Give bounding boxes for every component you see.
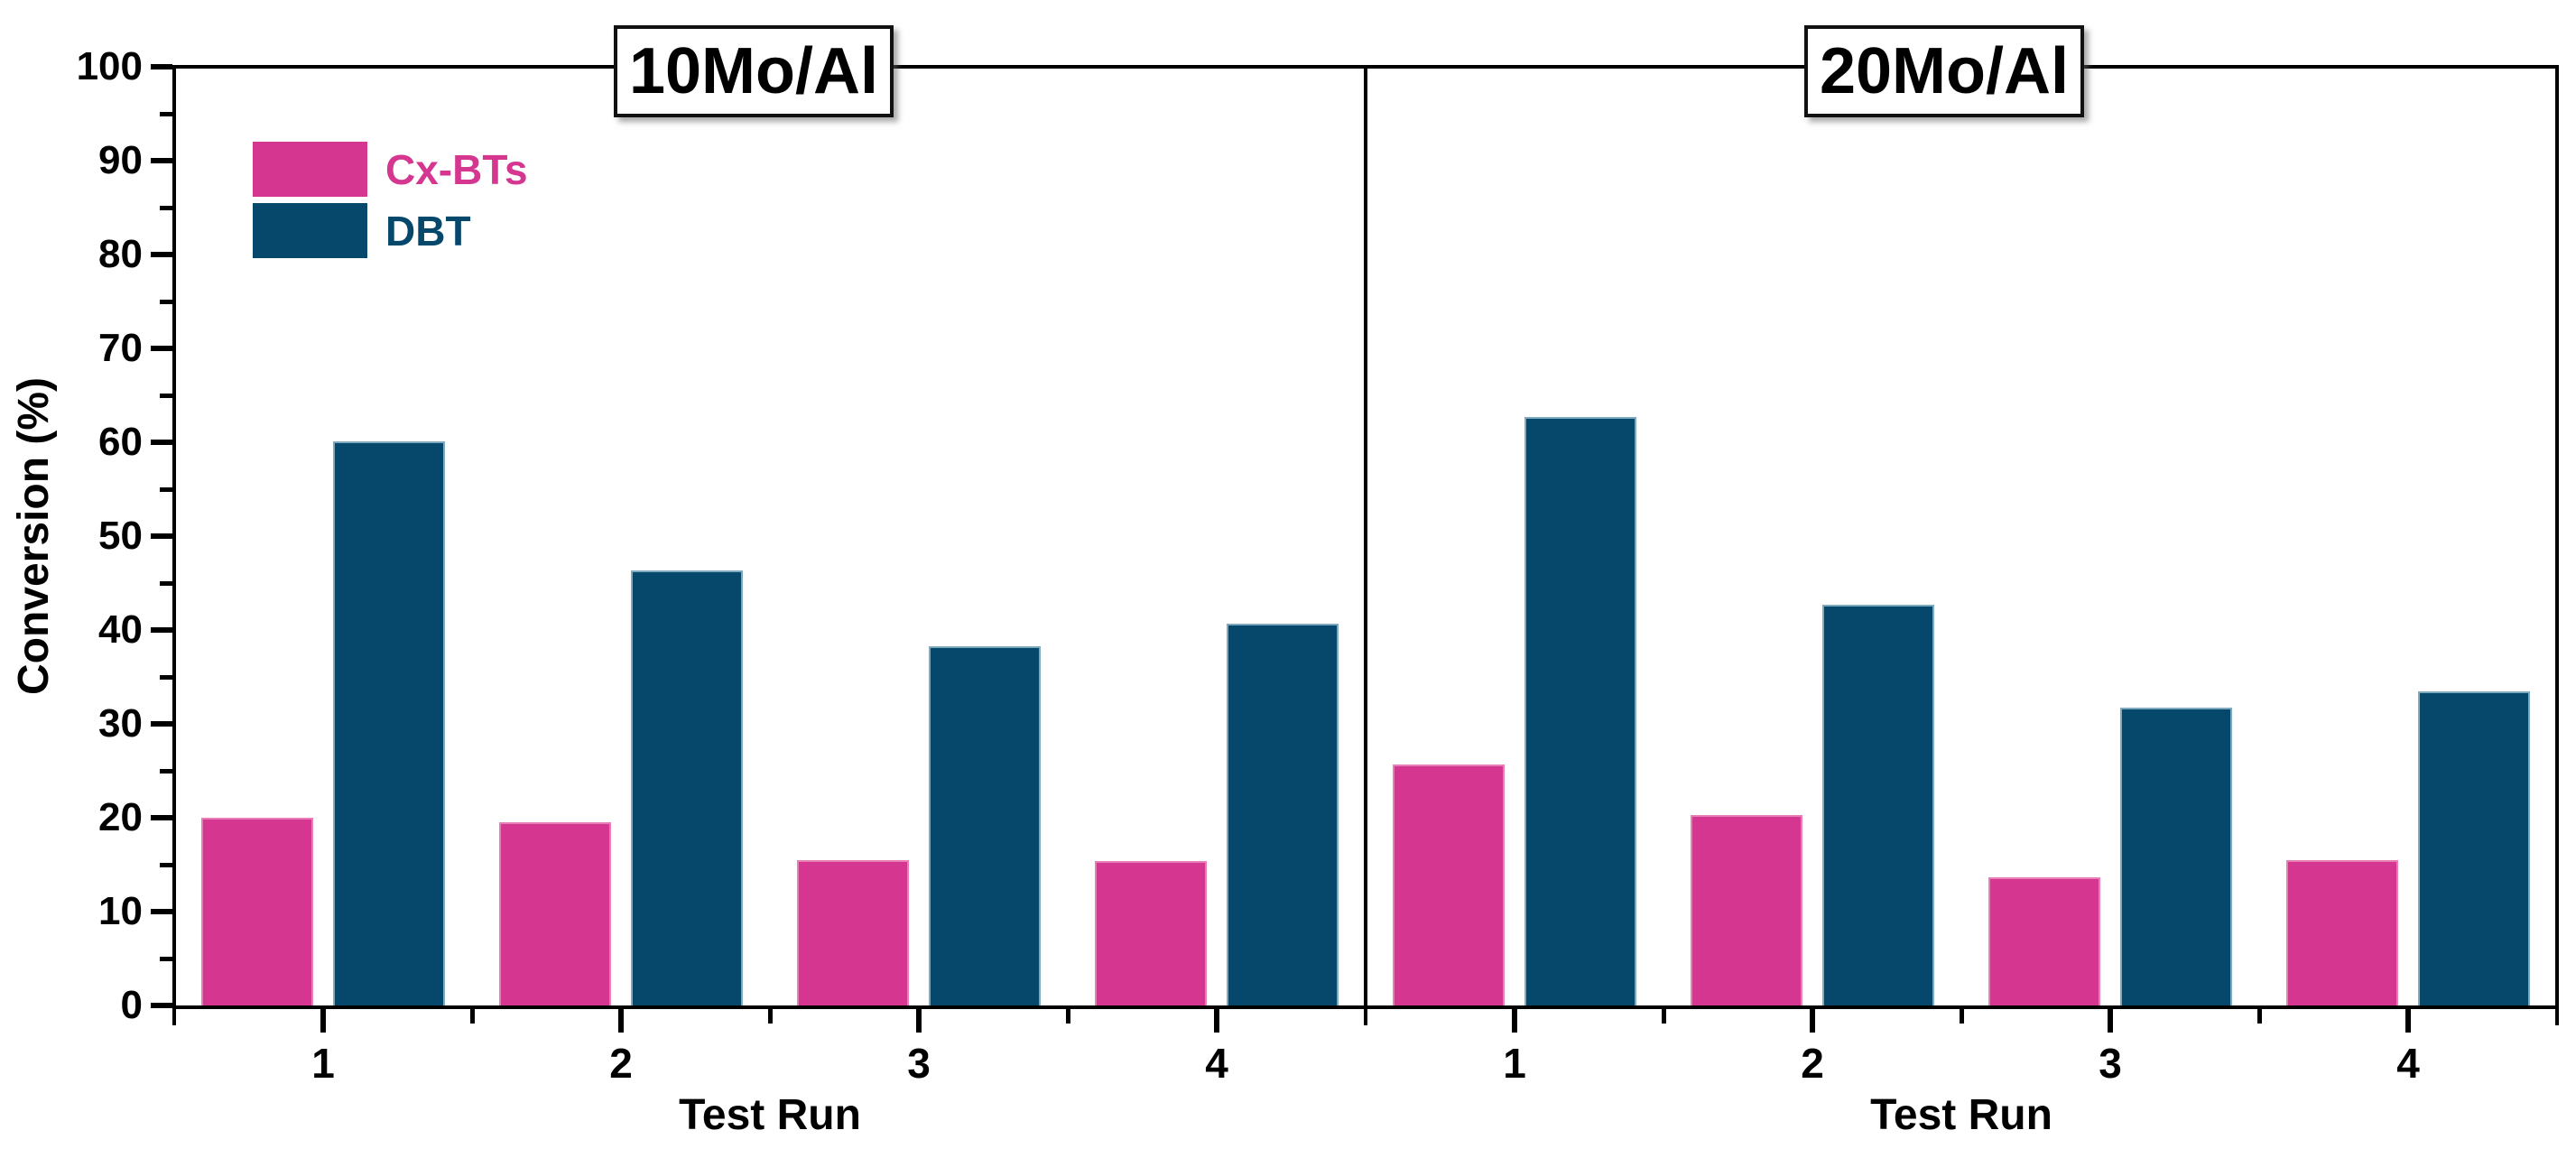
legend-swatch-dbt bbox=[253, 203, 367, 258]
y-major-tick bbox=[151, 1003, 172, 1008]
x-axis-title-panel1: Test Run bbox=[679, 1091, 861, 1139]
bar-cxbts-panel2-run2 bbox=[1691, 815, 1802, 1005]
bar-cxbts-panel1-run2 bbox=[499, 822, 611, 1005]
x-tick-label: 2 bbox=[609, 1040, 633, 1087]
bar-cxbts-panel1-run4 bbox=[1095, 861, 1207, 1005]
panel-title-20moal: 20Mo/Al bbox=[1804, 25, 2084, 117]
y-tick-label: 80 bbox=[98, 232, 143, 276]
x-tick-label: 2 bbox=[1801, 1040, 1824, 1087]
legend-swatch-cxbts bbox=[253, 142, 367, 197]
panel-title-text: 10Mo/Al bbox=[628, 35, 879, 107]
panel-title-text: 20Mo/Al bbox=[1819, 35, 2070, 107]
bar-dbt-panel2-run4 bbox=[2418, 691, 2530, 1005]
y-axis-title: Conversion (%) bbox=[10, 376, 58, 696]
panel-divider bbox=[1364, 65, 1367, 1009]
x-major-tick bbox=[1214, 1009, 1219, 1033]
x-tick-label: 4 bbox=[2396, 1040, 2420, 1087]
x-tick-label: 3 bbox=[907, 1040, 931, 1087]
y-minor-tick bbox=[160, 300, 172, 304]
x-minor-tick bbox=[1662, 1009, 1666, 1024]
y-tick-label: 60 bbox=[98, 420, 143, 464]
x-major-tick bbox=[320, 1009, 326, 1033]
bar-dbt-panel2-run1 bbox=[1524, 417, 1636, 1005]
x-axis-title-panel2: Test Run bbox=[1870, 1091, 2052, 1139]
bar-dbt-panel1-run2 bbox=[631, 570, 743, 1005]
panel-title-10moal: 10Mo/Al bbox=[614, 25, 894, 117]
x-minor-tick bbox=[470, 1009, 475, 1024]
y-major-tick bbox=[151, 252, 172, 257]
y-minor-tick bbox=[160, 957, 172, 961]
x-tick-label: 4 bbox=[1205, 1040, 1228, 1087]
y-tick-label: 100 bbox=[76, 44, 143, 88]
y-tick-label: 40 bbox=[98, 607, 143, 652]
y-major-tick bbox=[151, 909, 172, 914]
y-tick-label: 10 bbox=[98, 889, 143, 933]
x-edge-tick bbox=[172, 1009, 176, 1025]
x-tick-label: 3 bbox=[2099, 1040, 2122, 1087]
y-minor-tick bbox=[160, 394, 172, 398]
y-axis-spine bbox=[172, 65, 176, 1009]
y-minor-tick bbox=[160, 581, 172, 586]
x-tick-label: 1 bbox=[1503, 1040, 1526, 1087]
bar-cxbts-panel1-run1 bbox=[201, 818, 313, 1005]
x-minor-tick bbox=[2257, 1009, 2262, 1024]
bar-dbt-panel2-run2 bbox=[1822, 605, 1934, 1005]
bar-dbt-panel1-run3 bbox=[929, 646, 1041, 1005]
y-tick-label: 30 bbox=[98, 701, 143, 746]
y-minor-tick bbox=[160, 112, 172, 116]
y-major-tick bbox=[151, 346, 172, 351]
bar-cxbts-panel2-run1 bbox=[1393, 764, 1505, 1005]
x-major-tick bbox=[916, 1009, 922, 1033]
y-tick-label: 50 bbox=[98, 514, 143, 558]
y-minor-tick bbox=[160, 675, 172, 680]
bar-cxbts-panel2-run3 bbox=[1988, 877, 2100, 1005]
x-major-tick bbox=[1512, 1009, 1517, 1033]
x-tick-label: 1 bbox=[311, 1040, 335, 1087]
y-major-tick bbox=[151, 440, 172, 445]
bar-cxbts-panel1-run3 bbox=[797, 860, 909, 1005]
y-tick-label: 90 bbox=[98, 138, 143, 182]
y-minor-tick bbox=[160, 863, 172, 867]
x-major-tick bbox=[1810, 1009, 1815, 1033]
x-edge-tick bbox=[1364, 1009, 1367, 1025]
x-major-tick bbox=[618, 1009, 624, 1033]
legend-label-dbt: DBT bbox=[385, 208, 471, 255]
x-minor-tick bbox=[1066, 1009, 1070, 1024]
plot-right-border bbox=[2555, 65, 2559, 1009]
x-minor-tick bbox=[768, 1009, 773, 1024]
y-major-tick bbox=[151, 158, 172, 163]
y-major-tick bbox=[151, 627, 172, 633]
x-edge-tick bbox=[2555, 1009, 2559, 1025]
x-major-tick bbox=[2405, 1009, 2411, 1033]
y-major-tick bbox=[151, 815, 172, 820]
y-minor-tick bbox=[160, 769, 172, 774]
y-tick-label: 20 bbox=[98, 795, 143, 839]
y-minor-tick bbox=[160, 487, 172, 492]
y-major-tick bbox=[151, 721, 172, 727]
bar-dbt-panel2-run3 bbox=[2120, 708, 2232, 1005]
bar-dbt-panel1-run1 bbox=[333, 441, 445, 1005]
y-minor-tick bbox=[160, 206, 172, 210]
y-major-tick bbox=[151, 533, 172, 539]
bar-cxbts-panel2-run4 bbox=[2286, 860, 2398, 1005]
bar-dbt-panel1-run4 bbox=[1227, 624, 1339, 1005]
x-major-tick bbox=[2108, 1009, 2113, 1033]
y-tick-label: 0 bbox=[120, 983, 143, 1027]
y-major-tick bbox=[151, 64, 172, 69]
legend-label-cxbts: Cx-BTs bbox=[385, 146, 528, 193]
x-minor-tick bbox=[1960, 1009, 1964, 1024]
y-tick-label: 70 bbox=[98, 326, 143, 370]
